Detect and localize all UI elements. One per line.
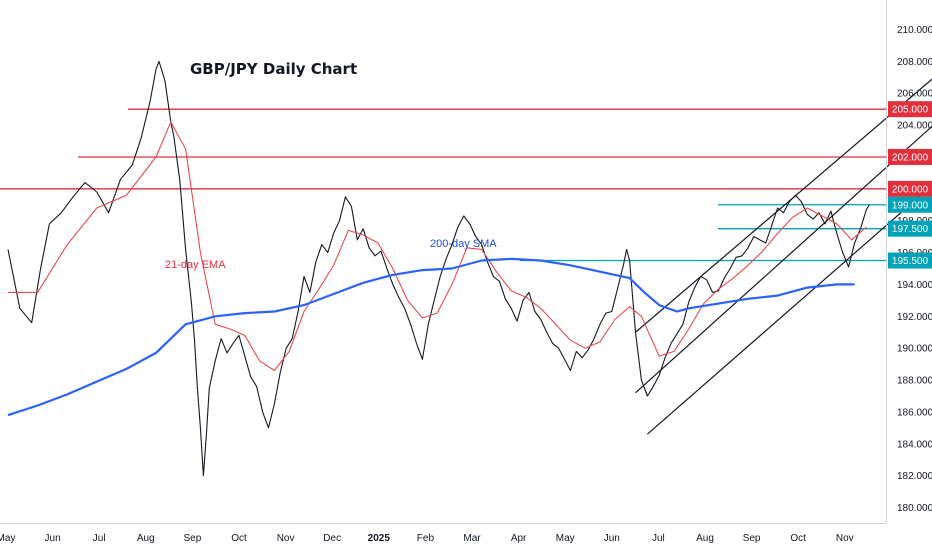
y-tick-label: 204.000 [897, 121, 932, 132]
x-tick-label: Oct [790, 533, 806, 544]
series-line-price [7, 60, 870, 477]
level-tag-label: 197.500 [892, 224, 929, 235]
y-tick-label: 180.000 [897, 503, 932, 514]
y-tick-label: 190.000 [897, 344, 932, 355]
level-tag [888, 180, 932, 197]
x-tick-label: 2025 [368, 533, 391, 544]
ema-annotation: 21-day EMA [165, 259, 226, 271]
x-tick-label: May [556, 533, 575, 544]
level-tag-label: 205.000 [892, 105, 929, 116]
level-tag [888, 196, 932, 213]
level-labels: 205.000 202.000 200.000 199.000 197.500 195.5… [888, 101, 932, 269]
levels-layer [0, 108, 886, 262]
x-tick-label: Dec [323, 533, 341, 544]
x-tick-label: Nov [836, 533, 854, 544]
x-tick-label: Jul [93, 533, 106, 544]
y-tick-label: 188.000 [897, 376, 932, 387]
x-tick-label: Oct [231, 533, 247, 544]
y-tick-label: 194.000 [897, 280, 932, 291]
chart-title: GBP/JPY Daily Chart [190, 60, 357, 78]
y-tick-label: 206.000 [897, 89, 932, 100]
level-tag-label: 200.000 [892, 184, 929, 195]
time-axis[interactable]: May Jun Jul Aug Sep Oct Nov Dec 2025 Feb Mar Apr May… [0, 533, 854, 544]
x-tick-label: May [0, 533, 15, 544]
channel-line [635, 78, 932, 333]
x-tick-label: Apr [511, 533, 527, 544]
x-tick-label: Nov [277, 533, 295, 544]
x-tick-label: Sep [184, 533, 202, 544]
y-tick-label: 182.000 [897, 471, 932, 482]
level-tag-label: 202.000 [892, 152, 929, 163]
y-tick-label: 210.000 [897, 25, 932, 36]
x-tick-label: Jun [45, 533, 61, 544]
level-tag-label: 195.500 [892, 256, 929, 267]
y-tick-label: 186.000 [897, 407, 932, 418]
x-tick-label: Sep [743, 533, 761, 544]
series-line-21-day-ema [8, 121, 867, 372]
x-tick-label: Aug [696, 533, 714, 544]
level-tag [888, 252, 932, 269]
x-tick-label: Mar [463, 533, 481, 544]
channel-line [646, 184, 932, 435]
level-tag [888, 101, 932, 118]
series-line-200-day-sma [7, 257, 855, 417]
sma-annotation: 200-day SMA [430, 238, 497, 250]
level-tag-label: 199.000 [892, 200, 929, 211]
y-tick-label: 208.000 [897, 57, 932, 68]
y-tick-label: 184.000 [897, 439, 932, 450]
x-tick-label: Feb [417, 533, 435, 544]
channel-line [635, 125, 932, 394]
level-tag [888, 148, 932, 165]
x-tick-label: Aug [137, 533, 155, 544]
x-tick-label: Jun [604, 533, 620, 544]
series-layer [7, 60, 870, 477]
channel-layer [635, 78, 932, 435]
y-tick-label: 192.000 [897, 312, 932, 323]
level-tag [888, 220, 932, 237]
x-tick-label: Jul [652, 533, 665, 544]
